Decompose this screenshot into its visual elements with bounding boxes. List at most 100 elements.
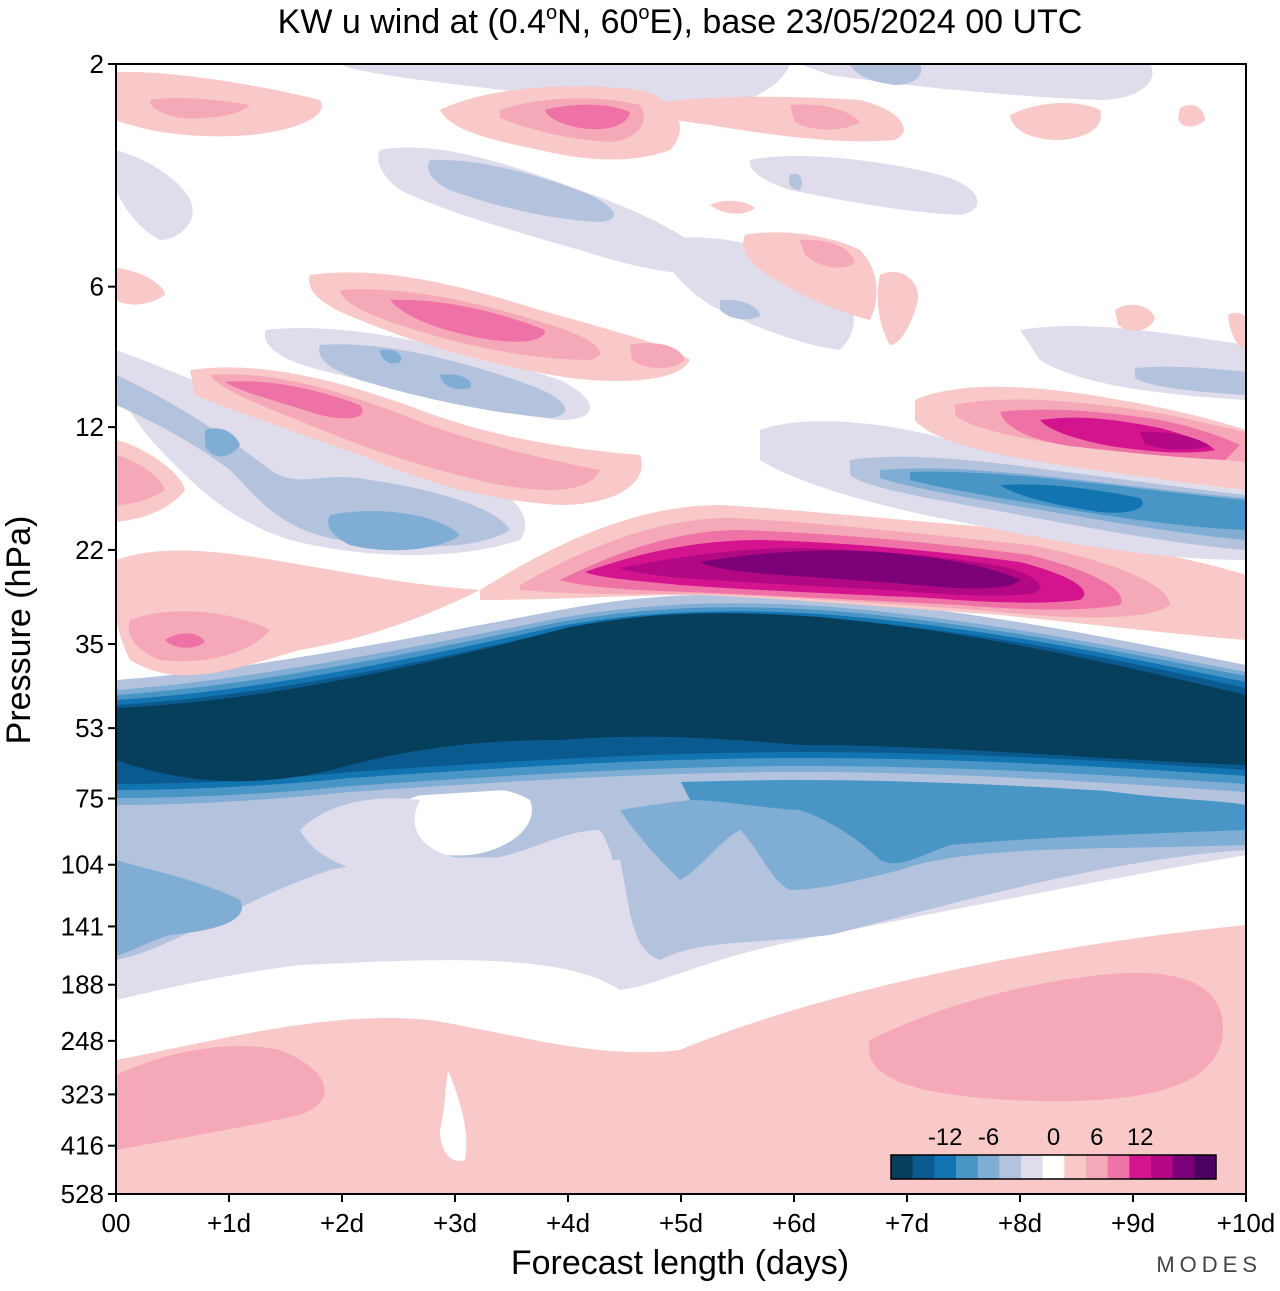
contour-tropo-pink-3 <box>868 972 1223 1102</box>
contour-top-pink-4 <box>1010 103 1101 140</box>
y-tick-label: 2 <box>90 49 104 79</box>
contour-top-pink-2c <box>545 104 630 130</box>
y-tick-label: 248 <box>61 1026 104 1056</box>
x-axis-label: Forecast length (days) <box>511 1244 849 1282</box>
y-axis: 2 6 12 22 35 53 75 104 141 188 248 323 416 528 <box>61 49 116 1209</box>
colorbar-label: 12 <box>1127 1124 1154 1151</box>
contour-tropo-pink <box>116 925 1246 1194</box>
title-prefix: KW u wind at (0.4 <box>278 3 546 41</box>
contour-left-pink-3 <box>165 633 205 648</box>
contour-lb-band-1 <box>116 375 510 547</box>
colorbar-swatch <box>999 1155 1022 1179</box>
y-tick-label: 188 <box>61 970 104 1000</box>
contour-field <box>116 64 1246 1194</box>
title-degree-symbol: o <box>546 2 557 24</box>
x-tick-label: +5d <box>659 1208 703 1238</box>
x-tick-label: +8d <box>998 1208 1042 1238</box>
colorbar-swatch <box>1129 1155 1152 1179</box>
y-tick-label: 22 <box>75 535 104 565</box>
contour-white-hole <box>388 787 532 856</box>
contour-top-lb-5 <box>850 64 922 85</box>
colorbar-swatch <box>1172 1155 1195 1179</box>
colorbar-label: -6 <box>978 1124 999 1151</box>
contour-top-pink-9 <box>1115 304 1155 331</box>
contour-jet-core <box>116 613 1246 782</box>
chart-title: KW u wind at (0.4oN, 60oE), base 23/05/2… <box>278 2 1083 41</box>
contour-blue-right <box>680 779 1246 864</box>
y-tick-label: 104 <box>61 850 104 880</box>
contour-top-lav-2 <box>116 150 193 240</box>
y-tick-label: 528 <box>61 1179 104 1209</box>
colorbar-label: -12 <box>928 1124 963 1151</box>
contour-right-lb-top <box>1135 366 1246 395</box>
contour-top-lav-5 <box>800 64 1153 100</box>
x-axis: 00 +1d +2d +3d +4d +5d +6d +7d +8d +9d +10d <box>102 1194 1276 1238</box>
x-tick-label: +10d <box>1217 1208 1276 1238</box>
contour-lb-band-2 <box>319 344 566 418</box>
x-tick-label: +9d <box>1111 1208 1155 1238</box>
contour-top-pink-7 <box>877 271 919 345</box>
colorbar-label: 6 <box>1090 1124 1103 1151</box>
colorbar-swatch <box>934 1155 957 1179</box>
contour-top-lb-1 <box>428 159 614 222</box>
contour-top-pink-3 <box>640 96 904 142</box>
contour-top-pink-12 <box>630 343 685 369</box>
x-tick-label: +6d <box>772 1208 816 1238</box>
contour-top-pink-1b <box>150 97 250 119</box>
colorbar-swatch <box>1021 1155 1044 1179</box>
colorbar-swatch <box>1086 1155 1109 1179</box>
contour-top-pink-6b <box>800 239 855 268</box>
colorbar-swatch <box>1107 1155 1130 1179</box>
y-tick-label: 12 <box>75 412 104 442</box>
contour-left-pink-top-2 <box>116 455 165 505</box>
x-tick-label: +7d <box>885 1208 929 1238</box>
y-tick-label: 6 <box>90 272 104 302</box>
x-tick-label: 00 <box>102 1208 131 1238</box>
contour-pink-band-2c <box>390 299 545 342</box>
colorbar-swatch <box>1042 1155 1065 1179</box>
contour-east-6 <box>700 550 1020 589</box>
x-tick-label: +2d <box>320 1208 364 1238</box>
colorbar-frame <box>890 1154 1217 1180</box>
colorbar-swatch <box>1151 1155 1174 1179</box>
contour-left-pink-2 <box>128 611 270 662</box>
colorbar-swatch <box>956 1155 979 1179</box>
x-tick-label: +4d <box>546 1208 590 1238</box>
contour-top-pink-11 <box>116 268 165 305</box>
title-suffix: E), base 23/05/2024 00 UTC <box>650 3 1083 41</box>
contour-mb-band-2 <box>380 349 402 364</box>
contour-top-pink-8 <box>710 200 755 214</box>
contour-top-pink-5 <box>1178 105 1205 127</box>
colorbar-swatch <box>1194 1155 1217 1179</box>
y-tick-label: 323 <box>61 1079 104 1109</box>
y-tick-label: 416 <box>61 1131 104 1161</box>
colorbar: -12 -6 0 6 12 <box>890 1124 1217 1180</box>
contour-mb-band-2b <box>440 374 471 390</box>
x-tick-label: +3d <box>433 1208 477 1238</box>
y-tick-label: 141 <box>61 911 104 941</box>
contour-tropo-pink-2 <box>116 1046 325 1150</box>
contour-right-dblue <box>1000 484 1143 513</box>
y-tick-label: 53 <box>75 713 104 743</box>
colorbar-label: 0 <box>1047 1124 1060 1151</box>
contour-top-lb-4 <box>788 173 802 190</box>
contour-midblue-left <box>116 860 242 955</box>
contour-tropo-gap <box>440 1070 467 1161</box>
contour-mb-band-1 <box>328 511 460 551</box>
title-middle: N, 60 <box>557 3 638 41</box>
y-axis-label: Pressure (hPa) <box>0 516 38 745</box>
x-tick-label: +1d <box>207 1208 251 1238</box>
y-tick-label: 35 <box>75 629 104 659</box>
colorbar-swatch <box>912 1155 935 1179</box>
contour-lavender-hole <box>300 798 615 916</box>
modes-logo: MODES <box>1156 1252 1262 1277</box>
contour-top-lb-3 <box>720 299 760 320</box>
colorbar-swatch <box>1064 1155 1087 1179</box>
contour-right-pink-5 <box>1140 431 1210 450</box>
colorbar-swatch <box>977 1155 1000 1179</box>
contour-top-pink-10 <box>1228 312 1246 350</box>
y-tick-label: 75 <box>75 783 104 813</box>
colorbar-swatch <box>891 1155 914 1179</box>
